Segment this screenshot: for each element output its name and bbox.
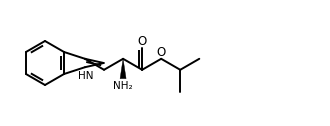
Text: O: O	[156, 46, 166, 59]
Text: O: O	[138, 35, 147, 48]
Text: HN: HN	[78, 71, 94, 81]
Polygon shape	[120, 59, 126, 79]
Text: NH₂: NH₂	[113, 81, 133, 91]
